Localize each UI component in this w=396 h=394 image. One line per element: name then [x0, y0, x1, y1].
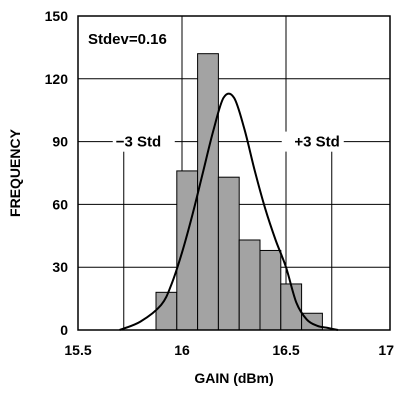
std-label: −3 Std	[116, 134, 161, 151]
x-tick-label: 16	[174, 342, 190, 358]
std-label-background	[281, 131, 344, 152]
fit-curve	[119, 92, 339, 331]
std-lines: −3 Std +3 Std	[112, 131, 344, 330]
x-tick-label: 16.5	[272, 342, 299, 358]
x-axis-label: GAIN (dBm)	[194, 370, 273, 386]
plot-border	[77, 15, 391, 331]
y-tick-label: 0	[60, 322, 68, 338]
fit-curve-group	[119, 92, 339, 331]
y-axis-label: FREQUENCY	[7, 128, 23, 217]
y-tick-label: 90	[52, 134, 68, 150]
histogram-bar	[176, 170, 199, 331]
y-tick-label: 30	[52, 259, 68, 275]
std-label-background	[112, 131, 175, 152]
histogram-bar	[238, 239, 261, 331]
histogram-bar	[259, 249, 282, 331]
histogram-bars	[155, 53, 323, 331]
histogram-bar	[197, 53, 219, 331]
histogram-bar	[217, 176, 240, 331]
y-tick-label: 60	[52, 196, 68, 212]
stdev-annotation: Stdev=0.16	[88, 31, 167, 48]
y-tick-label: 150	[45, 8, 69, 24]
y-tick-label: 120	[45, 71, 69, 87]
axis-ticks: 0 30 60 90 120 150 15.5 16 16.5 17	[45, 8, 395, 358]
std-label: +3 Std	[294, 134, 339, 151]
x-tick-label: 17	[378, 342, 394, 358]
x-tick-label: 15.5	[64, 342, 91, 358]
